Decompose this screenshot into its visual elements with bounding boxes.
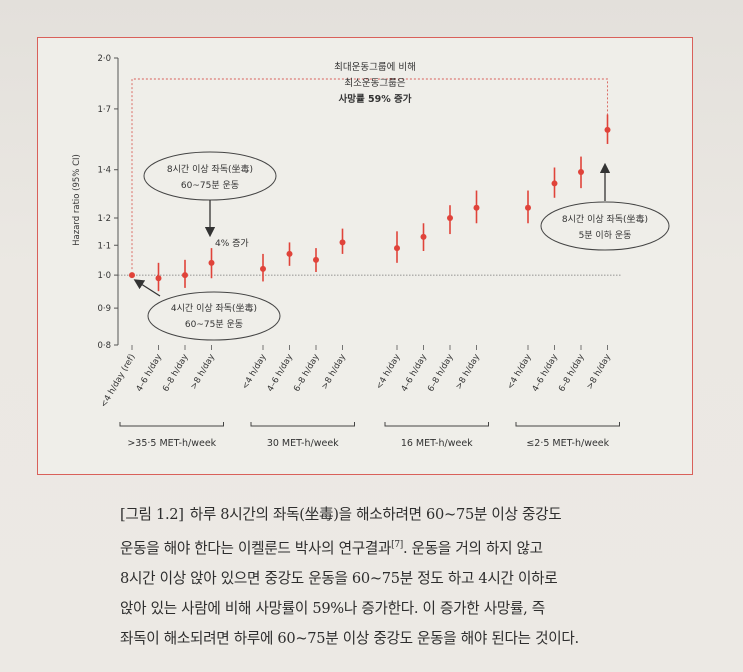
data-point	[339, 239, 346, 246]
caption-line-5: 좌독이 해소되려면 하루에 60~75분 이상 중강도 운동을 해야 된다는 것…	[120, 629, 579, 647]
y-tick-label: 1·2	[97, 214, 111, 224]
annotation-4h-60min: 4시간 이상 좌독(坐毒) 60~75분 운동	[133, 279, 281, 341]
y-tick-label: 0·8	[97, 341, 111, 351]
x-tick-label: >8 h/day	[320, 353, 348, 392]
x-tick-label: 4–6 h/day	[531, 353, 560, 394]
data-point	[260, 265, 266, 272]
group-bracket	[119, 422, 224, 427]
caption-line-1-text: 하루 8시간의 좌독(坐毒)을 해소하려면 60~75분 이상 중강도	[189, 506, 562, 523]
top-annotation-line1: 최대운동그룹에 비해	[334, 61, 416, 73]
figure-caption: [그림 1.2] 하루 8시간의 좌독(坐毒)을 해소하려면 60~75분 이상 …	[120, 500, 720, 654]
data-point	[420, 233, 427, 240]
x-tick-label: 6–8 h/day	[426, 353, 455, 394]
data-point	[208, 259, 215, 266]
group-label: ≤2·5 MET-h/week	[526, 438, 609, 449]
data-point	[525, 204, 531, 211]
data-point	[578, 168, 584, 175]
caption-line-2-pre: 운동을 해야 한다는 이켈룬드 박사의 연구결과	[120, 539, 392, 557]
data-point	[313, 256, 319, 263]
x-tick-label: 4–6 h/day	[135, 353, 164, 394]
annotation-8h-5min: 8시간 이상 좌독(坐毒) 5분 이하 운동	[540, 162, 670, 251]
y-tick-label: 1·1	[97, 241, 111, 251]
data-point	[447, 215, 453, 222]
data-point	[286, 250, 293, 257]
y-ticks: 0·8 0·9 1·0 1·1 1·2 1·4 1·7 2·0	[97, 54, 118, 351]
group-brackets: >35·5 MET-h/week 30 MET-h/week 16 MET-h/we…	[119, 422, 620, 449]
group-label: 16 MET-h/week	[401, 438, 473, 449]
caption-line-2-post: . 운동을 거의 하지 않고	[402, 539, 543, 557]
annotation-8h-60min: 8시간 이상 좌독(坐毒) 60~75분 운동	[143, 151, 277, 238]
caption-line-4: 앉아 있는 사람에 비해 사망률이 59%나 증가한다. 이 증가한 사망률, …	[120, 599, 545, 617]
data-point	[551, 180, 558, 187]
x-tick-label: 4–6 h/day	[400, 353, 429, 394]
caption-reference: [7]	[391, 540, 403, 550]
data-point	[182, 272, 188, 279]
y-tick-label: 1·7	[97, 105, 111, 115]
group-bracket	[515, 422, 620, 427]
annotation-8h-5min-line1: 8시간 이상 좌독(坐毒)	[562, 213, 648, 225]
increase-4-percent-label: 4% 증가	[215, 238, 249, 249]
y-tick-label: 1·0	[97, 271, 111, 281]
x-tick-label: <4 h/day	[240, 353, 268, 392]
data-point	[394, 245, 400, 252]
x-tick-label: 4–6 h/day	[266, 353, 295, 394]
x-tick-label: <4 h/day (ref)	[99, 353, 138, 410]
difference-bracket	[131, 78, 608, 270]
group-bracket	[384, 422, 489, 427]
group-label: >35·5 MET-h/week	[127, 438, 216, 449]
x-tick-label: >8 h/day	[585, 353, 613, 392]
annotation-8h-5min-line2: 5분 이하 운동	[579, 230, 632, 241]
caption-line-1: [그림 1.2] 하루 8시간의 좌독(坐毒)을 해소하려면 60~75분 이상 …	[120, 500, 720, 530]
caption-label: [그림 1.2]	[120, 506, 184, 523]
y-tick-label: 1·4	[97, 166, 111, 176]
annotation-8h-60min-line1: 8시간 이상 좌독(坐毒)	[167, 163, 253, 175]
data-point	[604, 126, 611, 133]
top-annotation-bold: 사망률 59% 증가	[338, 93, 411, 105]
data-point	[129, 272, 135, 279]
y-tick-label: 2·0	[97, 54, 111, 64]
x-tick-label: <4 h/day	[374, 353, 402, 392]
annotation-8h-60min-line2: 60~75분 운동	[181, 180, 239, 191]
x-tick-label: <4 h/day	[505, 353, 533, 392]
x-tick-label: >8 h/day	[454, 353, 482, 392]
annotation-4h-60min-line1: 4시간 이상 좌독(坐毒)	[171, 302, 257, 314]
x-tick-label: >8 h/day	[189, 353, 217, 392]
y-axis-label: Hazard ratio (95% CI)	[72, 154, 82, 246]
caption-line-2: 운동을 해야 한다는 이켈룬드 박사의 연구결과[7]. 운동을 거의 하지 않…	[120, 530, 720, 564]
data-point	[155, 275, 162, 282]
x-tick-label: 6–8 h/day	[557, 353, 586, 394]
data-point	[473, 204, 480, 211]
group-bracket	[250, 422, 355, 427]
x-tick-label: 6–8 h/day	[292, 353, 321, 394]
top-annotation: 최대운동그룹에 비해 최소운동그룹은 사망률 59% 증가	[334, 61, 416, 105]
group-label: 30 MET-h/week	[267, 438, 339, 449]
figure-frame	[37, 37, 693, 475]
top-annotation-line2: 최소운동그룹은	[344, 78, 405, 89]
x-tick-label: 6–8 h/day	[161, 353, 190, 394]
data-points	[129, 114, 611, 292]
y-tick-label: 0·9	[97, 304, 111, 314]
caption-line-3: 8시간 이상 앉아 있으면 중강도 운동을 60~75분 정도 하고 4시간 이…	[120, 569, 558, 587]
annotation-4h-60min-line2: 60~75분 운동	[185, 319, 243, 330]
